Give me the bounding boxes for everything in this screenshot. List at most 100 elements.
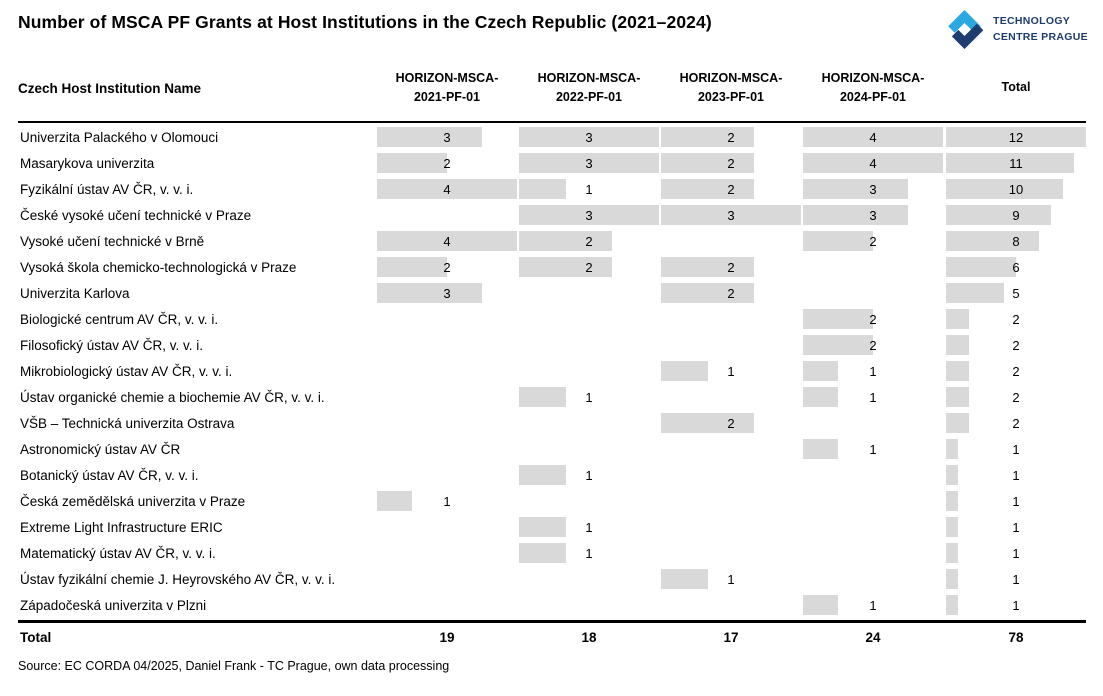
table-row: Biologické centrum AV ČR, v. v. i. 2 2 bbox=[18, 306, 1086, 332]
grant-value: 2 bbox=[869, 337, 877, 353]
grant-bar bbox=[946, 595, 958, 615]
grant-bar bbox=[946, 231, 1039, 251]
grant-cell-2024: 3 bbox=[803, 202, 943, 228]
grant-cell-2022: 2 bbox=[519, 254, 659, 280]
grant-cell-2024: 1 bbox=[803, 358, 943, 384]
institution-name: Ústav organické chemie a biochemie AV ČR… bbox=[20, 389, 325, 405]
table-row: Botanický ústav AV ČR, v. v. i. 1 1 bbox=[18, 462, 1086, 488]
grant-cell-total: 1 bbox=[946, 566, 1086, 592]
grant-value: 1 bbox=[443, 493, 451, 509]
header-divider-line bbox=[18, 121, 1086, 123]
totals-divider-line bbox=[18, 620, 1086, 623]
grant-value: 1 bbox=[1012, 597, 1020, 613]
logo-text: TECHNOLOGY CENTRE PRAGUE bbox=[993, 14, 1088, 44]
grant-cell-2021: 4 bbox=[377, 228, 517, 254]
grant-cell-2022: 1 bbox=[519, 176, 659, 202]
grant-cell-total: 6 bbox=[946, 254, 1086, 280]
grant-cell-total: 1 bbox=[946, 436, 1086, 462]
grant-cell-2022: 1 bbox=[519, 540, 659, 566]
grant-value: 3 bbox=[443, 285, 451, 301]
grant-cell-2022: 2 bbox=[519, 228, 659, 254]
grant-cell-2023: 1 bbox=[661, 358, 801, 384]
grant-value: 1 bbox=[727, 363, 735, 379]
grant-bar bbox=[519, 257, 612, 277]
grant-bar bbox=[519, 231, 612, 251]
grant-cell-2023: 2 bbox=[661, 124, 801, 150]
grant-value: 1 bbox=[869, 363, 877, 379]
grant-bar bbox=[519, 179, 566, 199]
grant-value: 2 bbox=[1012, 311, 1020, 327]
grant-value: 1 bbox=[585, 545, 593, 561]
grant-cell-total: 2 bbox=[946, 358, 1086, 384]
grant-cell-2022: 1 bbox=[519, 384, 659, 410]
grant-value: 2 bbox=[727, 259, 735, 275]
grant-bar bbox=[803, 387, 838, 407]
page-title: Number of MSCA PF Grants at Host Institu… bbox=[18, 12, 712, 32]
grant-cell-total: 2 bbox=[946, 332, 1086, 358]
column-total-2024: 24 bbox=[865, 629, 881, 645]
grant-value: 8 bbox=[1012, 233, 1020, 249]
grant-cell-2024: 1 bbox=[803, 592, 943, 618]
column-total-2022: 18 bbox=[581, 629, 597, 645]
grant-value: 1 bbox=[1012, 441, 1020, 457]
grant-bar bbox=[946, 543, 958, 563]
grant-value: 11 bbox=[1009, 155, 1023, 171]
grant-bar bbox=[377, 231, 517, 251]
grant-cell-2022: 1 bbox=[519, 514, 659, 540]
source-note: Source: EC CORDA 04/2025, Daniel Frank -… bbox=[18, 659, 450, 673]
grant-value: 1 bbox=[727, 571, 735, 587]
institution-name: Filosofický ústav AV ČR, v. v. i. bbox=[20, 337, 204, 353]
table-row: Matematický ústav AV ČR, v. v. i. 1 1 bbox=[18, 540, 1086, 566]
technology-centre-prague-logo: TECHNOLOGY CENTRE PRAGUE bbox=[942, 7, 1088, 52]
grant-bar bbox=[661, 361, 708, 381]
grant-value: 4 bbox=[869, 129, 877, 145]
grant-value: 1 bbox=[1012, 519, 1020, 535]
grant-bar bbox=[661, 179, 754, 199]
institution-name: Masarykova univerzita bbox=[20, 155, 155, 171]
institution-name: Astronomický ústav AV ČR bbox=[20, 441, 181, 457]
grant-value: 2 bbox=[1012, 363, 1020, 379]
grant-bar bbox=[946, 335, 969, 355]
logo-line2: CENTRE PRAGUE bbox=[993, 30, 1088, 43]
grant-bar bbox=[803, 595, 838, 615]
grant-cell-2022: 1 bbox=[519, 462, 659, 488]
grant-bar bbox=[661, 153, 754, 173]
institution-name-column-header: Czech Host Institution Name bbox=[18, 80, 202, 96]
table-row: České vysoké učení technické v Praze 3 3 3 9 bbox=[18, 202, 1086, 228]
grant-value: 6 bbox=[1012, 259, 1020, 275]
grant-cell-total: 2 bbox=[946, 384, 1086, 410]
grant-value: 1 bbox=[1012, 571, 1020, 587]
grant-bar bbox=[519, 517, 566, 537]
grant-bar bbox=[803, 153, 943, 173]
grant-bar bbox=[803, 205, 908, 225]
grant-cell-2023: 2 bbox=[661, 280, 801, 306]
grant-cell-total: 9 bbox=[946, 202, 1086, 228]
grant-bar bbox=[377, 153, 447, 173]
grant-bar bbox=[377, 491, 412, 511]
column-header-2022: HORIZON-MSCA- 2022-PF-01 bbox=[537, 70, 641, 104]
grant-value: 1 bbox=[585, 389, 593, 405]
grant-value: 3 bbox=[585, 155, 593, 171]
table-row: Mikrobiologický ústav AV ČR, v. v. i. 1 1 2 bbox=[18, 358, 1086, 384]
grant-cell-2021: 4 bbox=[377, 176, 517, 202]
table-row: Astronomický ústav AV ČR 1 1 bbox=[18, 436, 1086, 462]
grant-bar bbox=[661, 257, 754, 277]
grant-value: 1 bbox=[869, 441, 877, 457]
grant-value: 3 bbox=[585, 129, 593, 145]
grant-bar bbox=[946, 413, 969, 433]
grant-cell-2024: 2 bbox=[803, 332, 943, 358]
institution-name: Vysoké učení technické v Brně bbox=[20, 233, 205, 249]
grant-value: 1 bbox=[1012, 467, 1020, 483]
grant-value: 2 bbox=[727, 129, 735, 145]
grant-cell-2024: 4 bbox=[803, 150, 943, 176]
table-row: Univerzita Palackého v Olomouci 3 3 2 4 12 bbox=[18, 124, 1086, 150]
grant-cell-2021: 3 bbox=[377, 124, 517, 150]
institution-name: Univerzita Karlova bbox=[20, 285, 130, 301]
grant-bar bbox=[946, 153, 1074, 173]
column-total-grand: 78 bbox=[1008, 629, 1024, 645]
totals-row: Total 19 18 17 24 78 bbox=[18, 624, 1086, 650]
grant-cell-2024: 2 bbox=[803, 228, 943, 254]
table-body: Univerzita Palackého v Olomouci 3 3 2 4 12 Mas… bbox=[18, 124, 1086, 618]
table-row: Univerzita Karlova 3 2 5 bbox=[18, 280, 1086, 306]
grant-cell-total: 10 bbox=[946, 176, 1086, 202]
